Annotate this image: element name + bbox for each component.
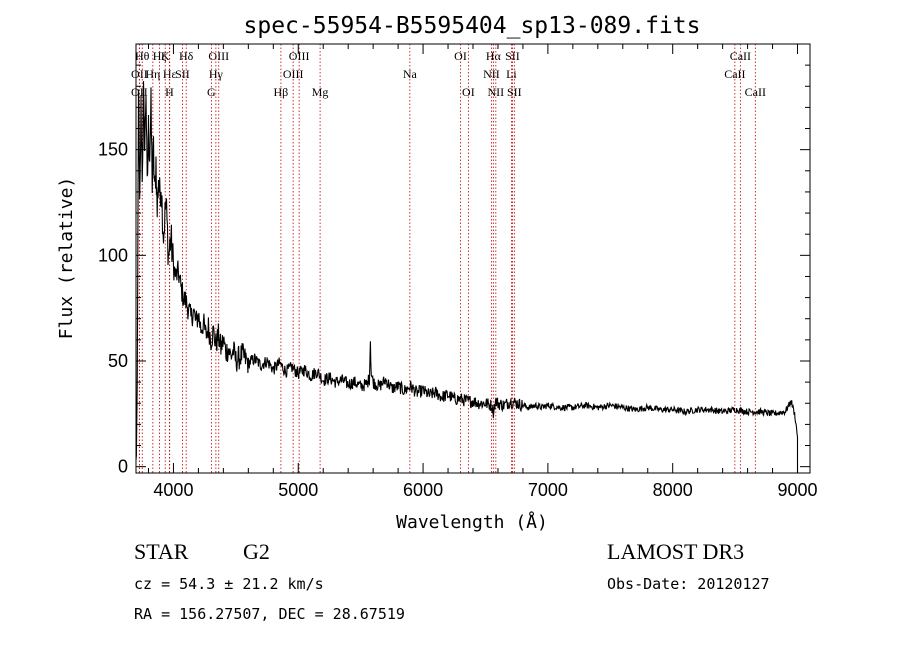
x-tick-label-4: 8000	[653, 480, 693, 500]
axis-ticks: 4000 5000 6000 7000 8000 9000 0 50 100 150	[98, 44, 818, 500]
plot-frame	[135, 43, 811, 474]
y-tick-label-1: 50	[108, 351, 128, 371]
line-label-21: NII	[483, 67, 500, 81]
object-class: STAR	[134, 539, 189, 564]
line-label-10: OIII	[208, 49, 229, 63]
y-axis-label: Flux (relative)	[56, 177, 77, 340]
line-label-14: OIII	[289, 49, 310, 63]
chart-title: spec-55954-B5595404_sp13-089.fits	[244, 13, 701, 39]
coordinates: RA = 156.27507, DEC = 28.67519	[134, 605, 405, 623]
line-label-16: Mg	[312, 85, 329, 99]
line-label-20: Hα	[486, 49, 502, 63]
line-label-15: OIII	[283, 67, 304, 81]
y-tick-label-2: 100	[98, 245, 128, 265]
line-label-6: Hε	[163, 67, 177, 81]
line-label-18: OI	[454, 49, 467, 63]
line-label-25: SII	[507, 85, 522, 99]
line-label-23: SII	[505, 49, 520, 63]
line-label-3: Hη	[145, 67, 160, 81]
x-tick-label-0: 4000	[153, 480, 193, 500]
line-label-27: CaII	[724, 67, 745, 81]
line-label-22: NII	[488, 85, 505, 99]
line-label-24: Li	[506, 67, 517, 81]
line-label-19: OI	[462, 85, 475, 99]
observation-date: Obs-Date: 20120127	[607, 575, 770, 593]
x-tick-label-1: 5000	[278, 480, 318, 500]
line-label-26: CaII	[730, 49, 751, 63]
line-label-13: Hβ	[274, 85, 289, 99]
x-tick-label-5: 9000	[777, 480, 817, 500]
spectrum-series-line	[135, 81, 799, 473]
line-label-5: K	[161, 49, 170, 63]
x-tick-label-2: 6000	[403, 480, 443, 500]
x-tick-label-3: 7000	[528, 480, 568, 500]
line-label-9: Hδ	[179, 49, 194, 63]
line-label-28: CaII	[745, 85, 766, 99]
line-label-0: OII	[131, 67, 148, 81]
line-label-12: G	[207, 85, 216, 99]
survey-name: LAMOST DR3	[607, 539, 744, 564]
line-label-11: Hγ	[209, 67, 224, 81]
y-tick-label-0: 0	[118, 457, 128, 477]
line-label-17: Na	[403, 67, 418, 81]
object-subclass: G2	[243, 539, 270, 564]
y-tick-label-3: 150	[98, 140, 128, 160]
line-label-8: SII	[175, 67, 190, 81]
line-label-7: H	[165, 85, 174, 99]
line-label-2: OII	[131, 85, 148, 99]
redshift-velocity: cz = 54.3 ± 21.2 km/s	[134, 575, 324, 593]
line-label-4: Hζ	[153, 49, 167, 63]
line-label-1: Hθ	[135, 49, 150, 63]
x-axis-label: Wavelength (Å)	[396, 511, 548, 533]
